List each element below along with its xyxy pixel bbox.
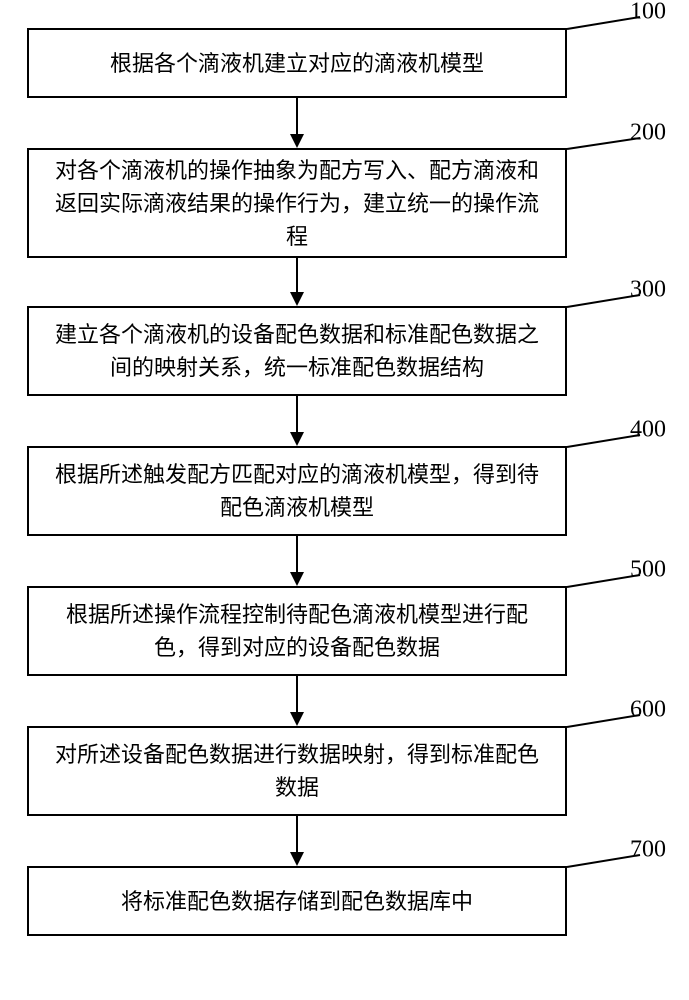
flow-arrow-head — [290, 134, 304, 148]
flow-step-600: 对所述设备配色数据进行数据映射，得到标准配色数据 — [27, 726, 567, 816]
flow-step-text: 根据所述触发配方匹配对应的滴液机模型，得到待配色滴液机模型 — [49, 458, 545, 524]
flow-arrow-line — [296, 676, 298, 712]
step-label-100: 100 — [630, 0, 666, 26]
flow-arrow-line — [296, 98, 298, 134]
flow-arrow-head — [290, 292, 304, 306]
flow-arrow-head — [290, 852, 304, 866]
step-label-300: 300 — [630, 277, 666, 304]
flow-arrow-head — [290, 432, 304, 446]
step-label-700: 700 — [630, 837, 666, 864]
flow-step-200: 对各个滴液机的操作抽象为配方写入、配方滴液和返回实际滴液结果的操作行为，建立统一… — [27, 148, 567, 258]
flow-step-text: 建立各个滴液机的设备配色数据和标准配色数据之间的映射关系，统一标准配色数据结构 — [49, 318, 545, 384]
step-label-400: 400 — [630, 417, 666, 444]
flow-step-100: 根据各个滴液机建立对应的滴液机模型 — [27, 28, 567, 98]
flow-step-text: 对各个滴液机的操作抽象为配方写入、配方滴液和返回实际滴液结果的操作行为，建立统一… — [49, 154, 545, 253]
flow-arrow-head — [290, 572, 304, 586]
flow-step-text: 根据各个滴液机建立对应的滴液机模型 — [110, 47, 484, 80]
flow-arrow-line — [296, 258, 298, 292]
flow-step-300: 建立各个滴液机的设备配色数据和标准配色数据之间的映射关系，统一标准配色数据结构 — [27, 306, 567, 396]
flow-step-400: 根据所述触发配方匹配对应的滴液机模型，得到待配色滴液机模型 — [27, 446, 567, 536]
flow-step-700: 将标准配色数据存储到配色数据库中 — [27, 866, 567, 936]
flow-step-text: 根据所述操作流程控制待配色滴液机模型进行配色，得到对应的设备配色数据 — [49, 598, 545, 664]
flow-step-500: 根据所述操作流程控制待配色滴液机模型进行配色，得到对应的设备配色数据 — [27, 586, 567, 676]
step-label-500: 500 — [630, 557, 666, 584]
flow-arrow-line — [296, 536, 298, 572]
flow-arrow-line — [296, 396, 298, 432]
step-label-600: 600 — [630, 697, 666, 724]
flow-step-text: 对所述设备配色数据进行数据映射，得到标准配色数据 — [49, 738, 545, 804]
flow-arrow-head — [290, 712, 304, 726]
step-label-200: 200 — [630, 120, 666, 147]
flow-arrow-line — [296, 816, 298, 852]
flow-step-text: 将标准配色数据存储到配色数据库中 — [121, 885, 473, 918]
